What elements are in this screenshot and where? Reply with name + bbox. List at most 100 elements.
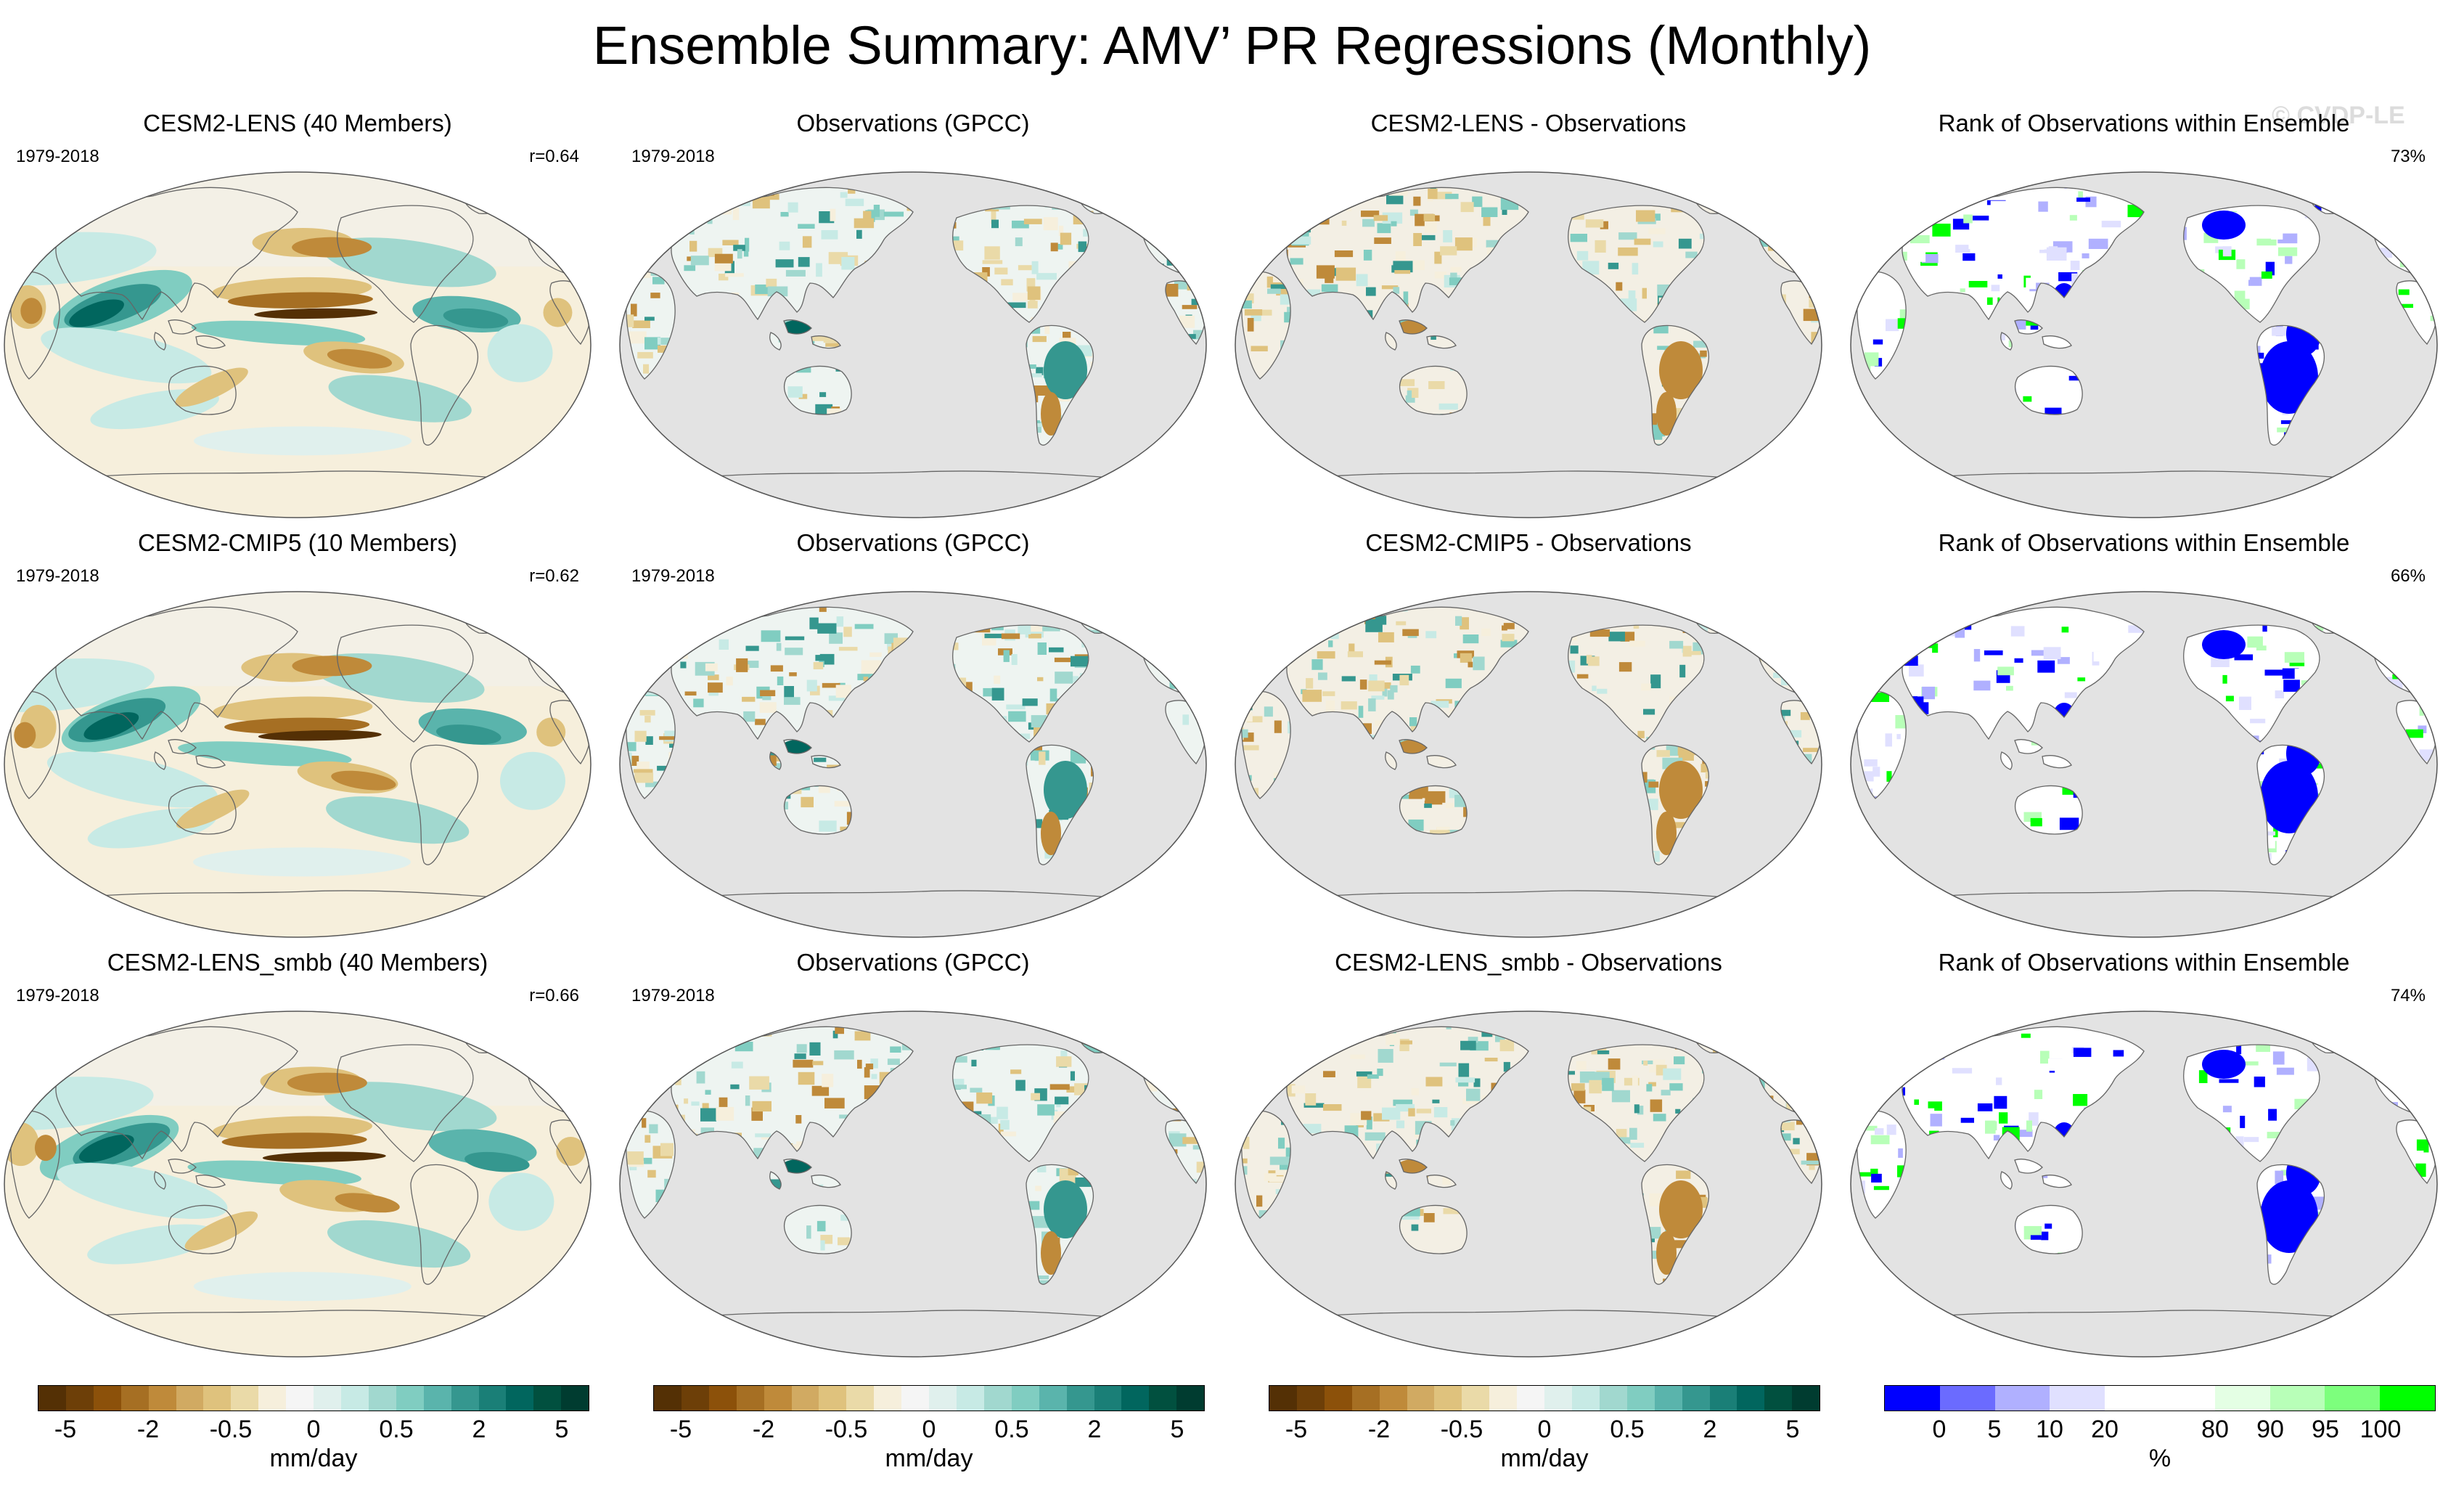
- colorbar-swatches: [1884, 1385, 2436, 1411]
- colorbar-tick-label: -5: [1285, 1416, 1307, 1444]
- colorbar-swatch: [479, 1386, 507, 1411]
- colorbar-swatch: [1434, 1386, 1462, 1411]
- colorbar-swatch: [819, 1386, 846, 1411]
- colorbar-tick-label: 100: [2360, 1416, 2402, 1444]
- panel-title: CESM2-LENS_smbb - Observations: [1231, 948, 1826, 977]
- colorbar-tick-label: 5: [1786, 1416, 1800, 1444]
- colorbar-tick-label: -0.5: [210, 1416, 253, 1444]
- colorbar-swatch: [1792, 1386, 1820, 1411]
- colorbar-swatch: [2325, 1386, 2380, 1411]
- colorbar-swatch: [561, 1386, 589, 1411]
- colorbar-swatch: [764, 1386, 792, 1411]
- colorbar-swatch: [1121, 1386, 1149, 1411]
- colorbar-tick-label: 0: [1933, 1416, 1947, 1444]
- colorbar-swatch: [929, 1386, 957, 1411]
- colorbar-swatch: [2215, 1386, 2270, 1411]
- colorbar-swatch: [1655, 1386, 1682, 1411]
- ocean-mask: [615, 167, 1211, 523]
- ocean-mask: [1846, 167, 2442, 523]
- colorbar-swatch: [1269, 1386, 1297, 1411]
- colorbar-swatch: [1352, 1386, 1380, 1411]
- panel-obs-row1: Observations (GPCC)1979-2018: [615, 109, 1211, 523]
- colorbar-tick-label: 0: [922, 1416, 936, 1444]
- panel-diff-row2: CESM2-CMIP5 - Observations: [1231, 528, 1826, 942]
- colorbar-swatch: [1176, 1386, 1204, 1411]
- ocean-mask: [1846, 1006, 2442, 1362]
- colorbar-swatch: [1517, 1386, 1544, 1411]
- map-plot: [615, 1006, 1211, 1362]
- colorbar-swatch: [451, 1386, 479, 1411]
- panel-title: CESM2-CMIP5 (10 Members): [0, 528, 595, 558]
- panel-title: Observations (GPCC): [615, 528, 1211, 558]
- colorbar-swatch: [1627, 1386, 1655, 1411]
- colorbar-tick-label: 5: [1988, 1416, 2002, 1444]
- colorbar-unit: mm/day: [653, 1445, 1205, 1473]
- colorbar-tick-label: -2: [1368, 1416, 1390, 1444]
- panel-title: CESM2-LENS - Observations: [1231, 109, 1826, 138]
- map-plot: [1846, 167, 2442, 523]
- ocean-mask: [1231, 167, 1826, 523]
- colorbar-tick-label: 0: [1538, 1416, 1552, 1444]
- colorbar-swatch: [258, 1386, 286, 1411]
- colorbar-tick-label: -5: [670, 1416, 692, 1444]
- colorbar-swatch: [38, 1386, 66, 1411]
- colorbar-swatch: [2105, 1386, 2160, 1411]
- colorbar-swatch: [66, 1386, 94, 1411]
- colorbar-tick-label: 5: [555, 1416, 569, 1444]
- colorbar-swatch: [2270, 1386, 2325, 1411]
- map-plot: [615, 167, 1211, 523]
- colorbar-swatch: [1407, 1386, 1435, 1411]
- colorbar-swatch: [1995, 1386, 2050, 1411]
- map-plot: [615, 587, 1211, 942]
- panel-title: CESM2-CMIP5 - Observations: [1231, 528, 1826, 558]
- regression-field: [0, 587, 595, 942]
- colorbar-tick-label: 0.5: [1610, 1416, 1644, 1444]
- panel-title: Rank of Observations within Ensemble: [1846, 109, 2442, 138]
- panel-title: Rank of Observations within Ensemble: [1846, 528, 2442, 558]
- ocean-mask: [1231, 587, 1826, 942]
- colorbar-tick-label: 0: [307, 1416, 321, 1444]
- colorbar-swatch: [1600, 1386, 1627, 1411]
- colorbar-swatch: [203, 1386, 231, 1411]
- colorbar-swatches: [1269, 1385, 1820, 1411]
- colorbar-swatch: [1940, 1386, 1995, 1411]
- colorbar-swatch: [424, 1386, 451, 1411]
- colorbar-swatch: [1710, 1386, 1738, 1411]
- colorbar-swatch: [1297, 1386, 1325, 1411]
- colorbar-unit: mm/day: [38, 1445, 589, 1473]
- colorbar-swatches: [653, 1385, 1205, 1411]
- map-plot: [1231, 167, 1826, 523]
- colorbar-swatch: [369, 1386, 396, 1411]
- colorbar-swatch: [1149, 1386, 1176, 1411]
- colorbar-swatch: [1380, 1386, 1407, 1411]
- colorbar-swatch: [1682, 1386, 1710, 1411]
- colorbar-swatch: [1067, 1386, 1094, 1411]
- panel-title: CESM2-LENS (40 Members): [0, 109, 595, 138]
- colorbar-tick-label: 10: [2036, 1416, 2063, 1444]
- colorbar-swatch: [709, 1386, 737, 1411]
- map-plot: [1846, 587, 2442, 942]
- colorbar-tick-label: -2: [137, 1416, 159, 1444]
- panel-title: Observations (GPCC): [615, 109, 1211, 138]
- colorbar-tick-label: -0.5: [1441, 1416, 1483, 1444]
- panel-diff-row1: CESM2-LENS - Observations: [1231, 109, 1826, 523]
- map-plot: [0, 587, 595, 942]
- ocean-mask: [1231, 1006, 1826, 1362]
- panel-period: 1979-2018: [631, 986, 715, 1006]
- panel-stat: r=0.62: [529, 566, 579, 587]
- map-plot: [0, 1006, 595, 1362]
- colorbar-swatch: [231, 1386, 258, 1411]
- colorbar-swatch: [1039, 1386, 1067, 1411]
- colorbar-tick-label: 2: [1088, 1416, 1102, 1444]
- panel-stat: 73%: [2391, 147, 2426, 167]
- panel-title: Observations (GPCC): [615, 948, 1211, 977]
- panel-title: Rank of Observations within Ensemble: [1846, 948, 2442, 977]
- colorbar-swatches: [38, 1385, 589, 1411]
- regression-field: [0, 167, 595, 523]
- map-plot: [1846, 1006, 2442, 1362]
